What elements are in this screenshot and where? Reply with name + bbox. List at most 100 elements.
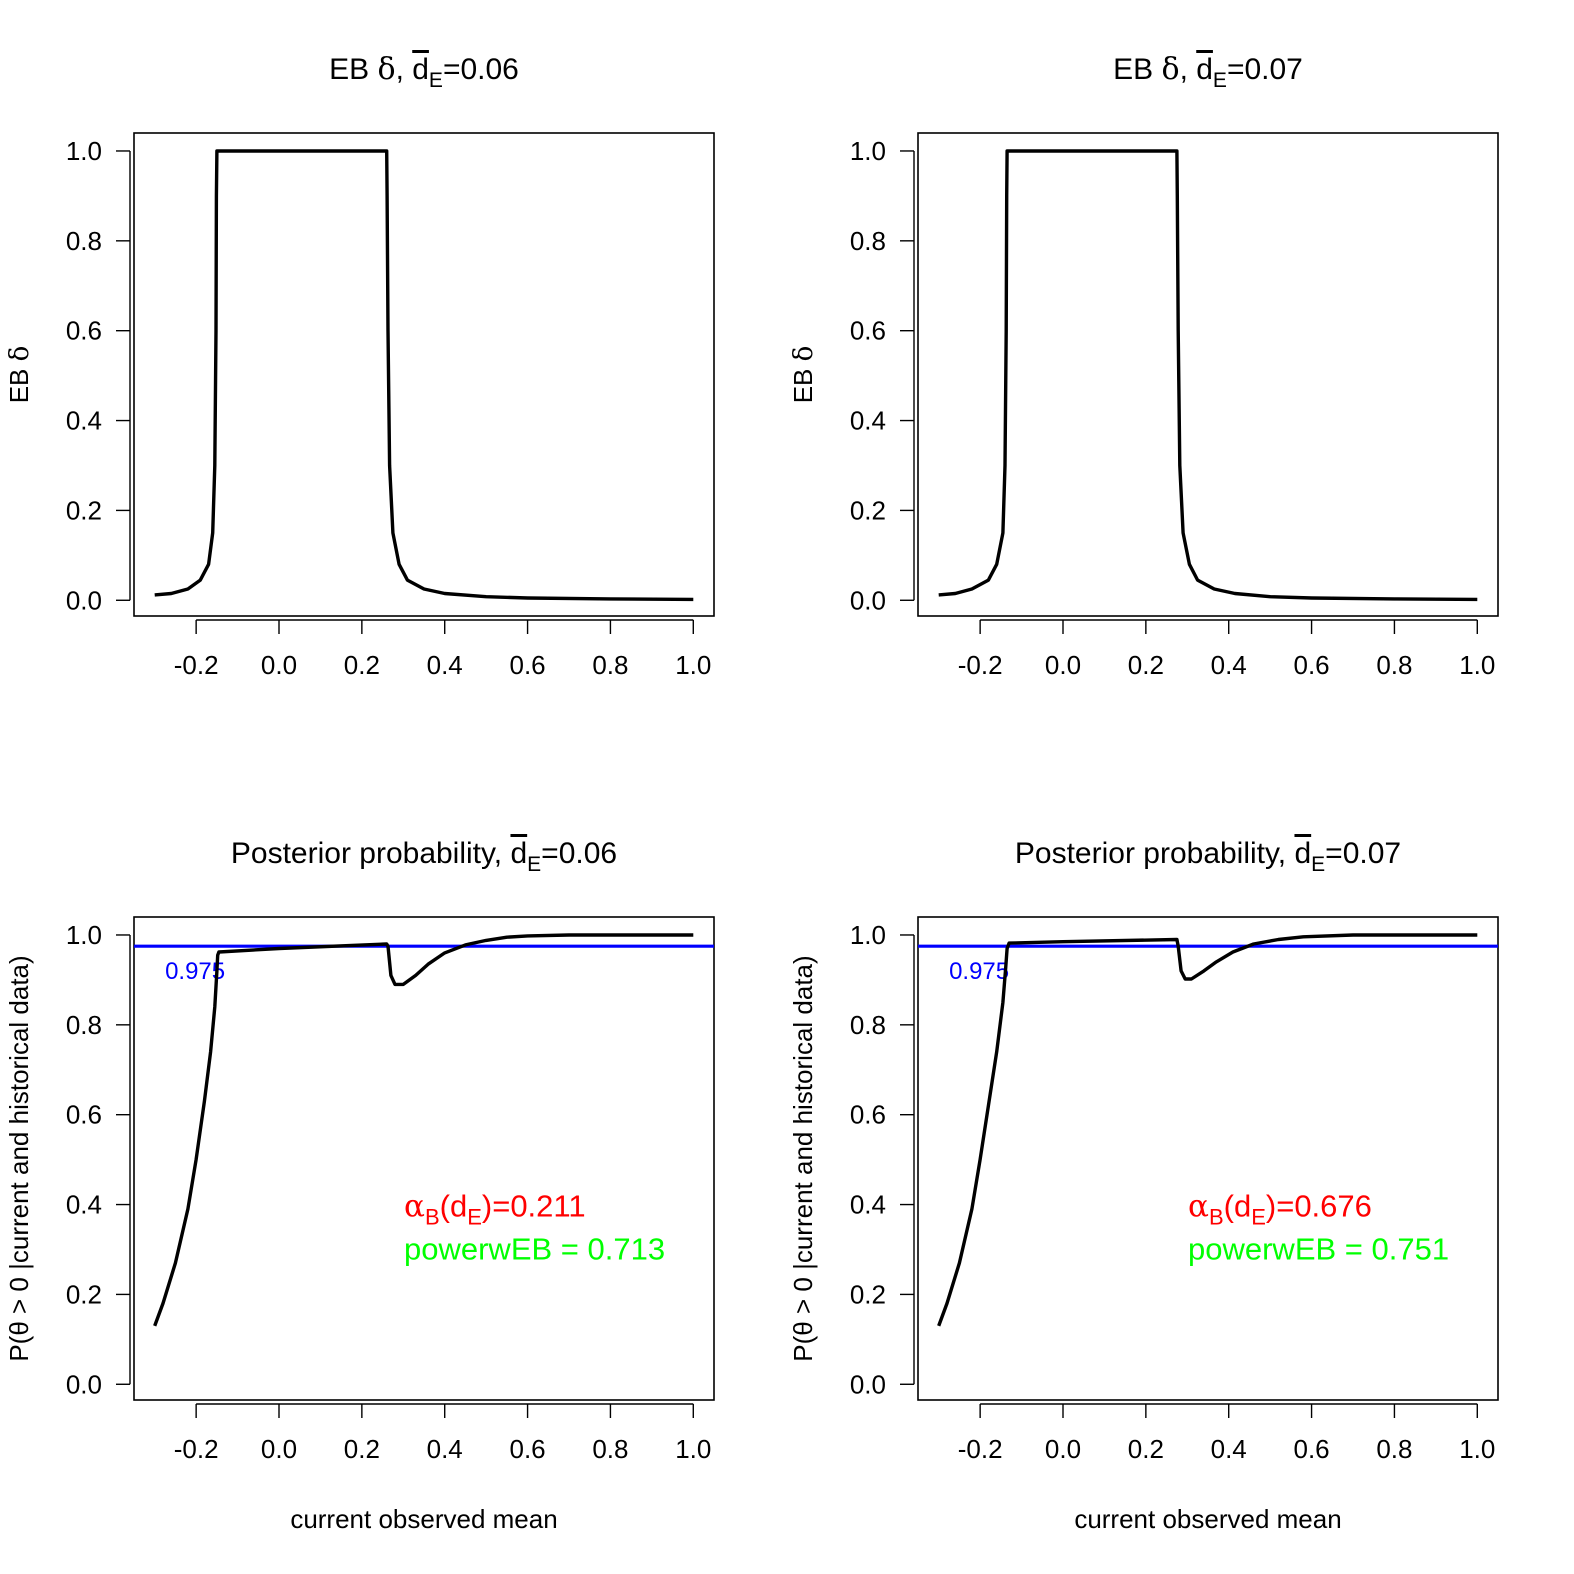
alpha-d-subscript: E	[467, 1205, 482, 1230]
panel-2: -0.2 0.0 0.2 0.4 0.6 0.8 1.0 0.0 0.2 0.4 0.6 0.8 1.0…	[788, 52, 1499, 680]
x-tick-label: 1.0	[675, 650, 711, 680]
x-tick-label: 0.2	[1128, 650, 1164, 680]
y-tick-label: 0.2	[66, 495, 102, 525]
y-tick-label: 0.0	[850, 585, 886, 615]
y-tick-label: 0.2	[66, 1279, 102, 1309]
title-subscript: E	[429, 69, 443, 92]
x-tick-label: 0.2	[344, 650, 380, 680]
alpha-subscript: B	[425, 1205, 440, 1230]
title-d-bar: d	[1294, 837, 1311, 870]
series-line	[153, 933, 694, 1327]
x-tick-label: 0.4	[1211, 1434, 1247, 1464]
x-tick-label: -0.2	[958, 650, 1003, 680]
threshold-label: 0.975	[949, 958, 1009, 985]
power-annotation: powerwEB = 0.713	[404, 1232, 665, 1267]
x-tick-label: -0.2	[174, 650, 219, 680]
x-tick-label: 0.2	[1128, 1434, 1164, 1464]
x-tick-label: 0.6	[1293, 650, 1329, 680]
title-separator: ,	[1278, 837, 1295, 870]
alpha-symbol: α	[404, 1189, 425, 1225]
y-tick-label: 1.0	[850, 136, 886, 166]
y-axis-label: EB δ	[788, 346, 819, 404]
alpha-annotation: αB(dE)=0.211	[404, 1189, 586, 1230]
x-tick-label: 0.8	[592, 1434, 628, 1464]
title-d-bar: d	[1196, 53, 1213, 86]
y-tick-label: 0.2	[850, 1279, 886, 1309]
x-tick-label: -0.2	[958, 1434, 1003, 1464]
y-tick-label: 0.6	[850, 316, 886, 346]
alpha-d-subscript: E	[1251, 1205, 1266, 1230]
y-tick-label: 0.0	[850, 1369, 886, 1399]
y-axis-label-text: P(θ > 0 |current and historical data)	[788, 955, 818, 1361]
y-tick-label: 0.8	[66, 1010, 102, 1040]
y-tick-label: 0.6	[66, 1100, 102, 1130]
y-axis-label-text: P(θ > 0 |current and historical data)	[4, 955, 34, 1361]
y-tick-label: 1.0	[66, 920, 102, 950]
title-text: EB	[1113, 53, 1161, 86]
chart-title: Posterior probability, dE=0.07	[1015, 837, 1401, 876]
x-tick-label: 1.0	[675, 1434, 711, 1464]
x-tick-label: 0.6	[509, 650, 545, 680]
chart-title: EB δ, dE=0.06	[329, 52, 519, 92]
x-tick-label: 0.4	[1211, 650, 1247, 680]
alpha-value: )=0.676	[1266, 1189, 1372, 1224]
y-tick-label: 0.8	[850, 1010, 886, 1040]
y-tick-label: 0.2	[850, 495, 886, 525]
title-value: =0.07	[1325, 837, 1401, 870]
x-tick-label: 0.6	[1293, 1434, 1329, 1464]
panel-1: -0.2 0.0 0.2 0.4 0.6 0.8 1.0 0.0 0.2 0.4 0.6 0.8 1.0…	[4, 52, 715, 680]
x-tick-label: 0.6	[509, 1434, 545, 1464]
series-line	[154, 149, 694, 602]
alpha-d: (d	[440, 1189, 468, 1224]
x-tick-label: 0.8	[1376, 650, 1412, 680]
y-tick-label: 0.4	[66, 406, 102, 436]
title-d-bar: d	[412, 53, 429, 86]
plot-frame	[133, 916, 715, 1401]
x-tick-label: 1.0	[1459, 1434, 1495, 1464]
chart-title: Posterior probability, dE=0.06	[231, 837, 617, 876]
x-tick-label: 0.4	[427, 650, 463, 680]
x-tick-label: 0.2	[344, 1434, 380, 1464]
y-tick-label: 0.6	[66, 316, 102, 346]
title-text: Posterior probability	[231, 837, 496, 870]
plot-frame	[917, 132, 1499, 617]
y-axis-label: EB δ	[4, 346, 35, 404]
x-tick-label: 0.0	[261, 650, 297, 680]
y-axis-label: P(θ > 0 |current and historical data)	[788, 955, 818, 1361]
y-axis-label-delta: δ	[789, 346, 819, 362]
y-axis-label-text: EB	[4, 361, 34, 403]
y-axis-label: P(θ > 0 |current and historical data)	[4, 955, 34, 1361]
title-subscript: E	[1311, 853, 1325, 876]
chart-title: EB δ, dE=0.07	[1113, 52, 1303, 92]
y-tick-label: 0.6	[850, 1100, 886, 1130]
x-tick-label: 0.8	[592, 650, 628, 680]
x-axis-label: current observed mean	[290, 1504, 557, 1534]
title-delta: δ	[1162, 52, 1180, 87]
x-tick-label: 0.8	[1376, 1434, 1412, 1464]
title-d-bar: d	[510, 837, 527, 870]
power-annotation: powerwEB = 0.751	[1188, 1232, 1449, 1267]
alpha-subscript: B	[1209, 1205, 1224, 1230]
title-separator: ,	[494, 837, 511, 870]
title-subscript: E	[1213, 69, 1227, 92]
title-value: =0.06	[541, 837, 617, 870]
alpha-value: )=0.211	[482, 1189, 586, 1224]
title-text: Posterior probability	[1015, 837, 1280, 870]
series-line	[938, 149, 1478, 602]
alpha-symbol: α	[1188, 1189, 1209, 1225]
x-tick-label: 0.0	[1045, 1434, 1081, 1464]
x-tick-label: 0.4	[427, 1434, 463, 1464]
title-value: =0.06	[443, 53, 519, 86]
x-tick-label: 0.0	[1045, 650, 1081, 680]
title-delta: δ	[378, 52, 396, 87]
title-text: EB	[329, 53, 377, 86]
y-tick-label: 0.4	[850, 406, 886, 436]
x-tick-label: 1.0	[1459, 650, 1495, 680]
y-tick-label: 0.0	[66, 1369, 102, 1399]
title-subscript: E	[527, 853, 541, 876]
x-axis-label: current observed mean	[1074, 1504, 1341, 1534]
title-separator: ,	[1180, 53, 1197, 86]
plot-frame	[133, 132, 715, 617]
title-value: =0.07	[1227, 53, 1303, 86]
